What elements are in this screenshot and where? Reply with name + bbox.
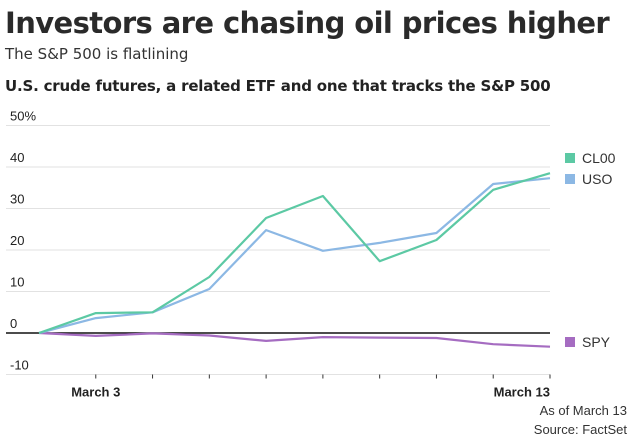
chart-title: U.S. crude futures, a related ETF and on…: [5, 77, 551, 95]
series-line-uso: [38, 177, 551, 335]
x-tick-label: March 3: [71, 385, 120, 400]
x-axis-ticks: March 3 March 13: [71, 374, 551, 400]
series-line-spy: [38, 331, 551, 348]
series-lines: [38, 172, 551, 348]
y-tick-label: 50%: [10, 109, 36, 124]
y-axis-tick-labels: 50% 40 30 20 10 0 -10: [10, 109, 36, 373]
subtitle: The S&P 500 is flatlining: [5, 45, 189, 63]
y-tick-label: -10: [10, 358, 29, 373]
y-tick-label: 30: [10, 192, 24, 207]
legend-swatch-uso: [565, 174, 575, 184]
gridlines: [6, 125, 550, 375]
series-line-cl00: [38, 172, 551, 335]
legend-swatch-cl00: [565, 153, 575, 163]
legend-label-spy: SPY: [582, 334, 611, 350]
as-of-note: As of March 13: [539, 403, 627, 418]
y-tick-label: 0: [10, 316, 17, 331]
y-tick-label: 10: [10, 275, 24, 290]
x-tick-label: March 13: [494, 385, 550, 400]
page-title: Investors are chasing oil prices higher: [5, 6, 610, 40]
legend: CL00 USO SPY: [565, 150, 616, 350]
legend-swatch-spy: [565, 337, 575, 347]
y-tick-label: 40: [10, 150, 24, 165]
legend-label-uso: USO: [582, 171, 612, 187]
y-tick-label: 20: [10, 233, 24, 248]
source-note: Source: FactSet: [533, 422, 627, 437]
legend-label-cl00: CL00: [582, 150, 616, 166]
